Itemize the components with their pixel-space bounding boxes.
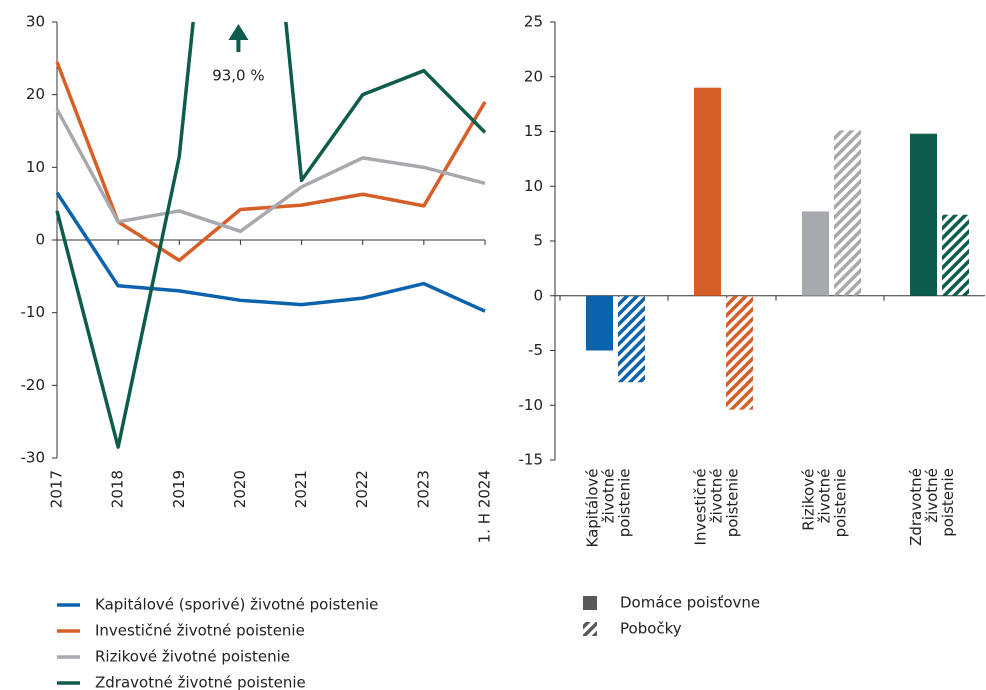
y-tick-label: 10: [26, 158, 45, 176]
legend-label: Rizikové životné poistenie: [95, 648, 290, 666]
x-tick-label: Kapitálové životné poistenie: [582, 468, 633, 547]
annotation-arrow: [228, 24, 249, 40]
legend-label: Pobočky: [620, 620, 682, 638]
x-tick-label: 2017: [48, 470, 66, 508]
x-tick-label: 2023: [414, 470, 432, 508]
legend-label: Zdravotné životné poistenie: [95, 674, 306, 690]
y-tick-label: -10: [21, 303, 46, 321]
y-tick-label: -5: [528, 341, 543, 359]
bar: [942, 214, 969, 296]
annotation-arrow-stem: [236, 38, 241, 52]
x-tick-label: 2022: [353, 470, 371, 508]
line-series: [55, 191, 486, 313]
y-tick-label: 0: [35, 231, 45, 249]
bar: [910, 133, 937, 296]
y-tick-label: 20: [524, 67, 543, 85]
y-tick-label: 25: [524, 13, 543, 31]
y-tick-label: 5: [533, 232, 543, 250]
legend-swatch: [583, 622, 597, 636]
y-tick-label: -15: [519, 451, 544, 469]
y-tick-label: 30: [26, 13, 45, 31]
legend-label: Kapitálové (sporivé) životné poistenie: [95, 596, 378, 614]
plot-area: [55, 22, 487, 449]
legend-swatch: [583, 596, 597, 610]
y-tick-label: 0: [533, 286, 543, 304]
annotation-label: 93,0 %: [212, 67, 264, 85]
legend-label: Investičné životné poistenie: [95, 622, 305, 640]
x-tick-label: 2018: [109, 470, 127, 508]
x-tick-label: Zdravotné životné poistenie: [906, 468, 957, 546]
y-tick-label: 20: [26, 85, 45, 103]
y-tick-label: -20: [21, 376, 46, 394]
x-tick-label: 1. H 2024: [476, 470, 494, 543]
x-tick-label: 2019: [170, 470, 188, 508]
bar: [586, 295, 613, 351]
bar: [618, 295, 645, 383]
line-series: [55, 61, 487, 263]
y-tick-label: -30: [21, 449, 46, 467]
x-tick-label: Investičné životné poistenie: [690, 468, 741, 545]
legend-label: Domáce poisťovne: [620, 594, 760, 612]
bar: [694, 87, 721, 296]
x-tick-label: 2020: [231, 470, 249, 508]
bar: [802, 211, 829, 296]
x-tick-label: Rizikové životné poistenie: [798, 468, 849, 537]
bar: [834, 130, 861, 296]
line-series: [55, 108, 486, 234]
line-series: [55, 22, 487, 449]
y-tick-label: 10: [524, 177, 543, 195]
x-tick-label: 2021: [292, 470, 310, 508]
bar: [726, 295, 753, 410]
y-tick-label: 15: [524, 122, 543, 140]
y-tick-label: -10: [519, 396, 544, 414]
